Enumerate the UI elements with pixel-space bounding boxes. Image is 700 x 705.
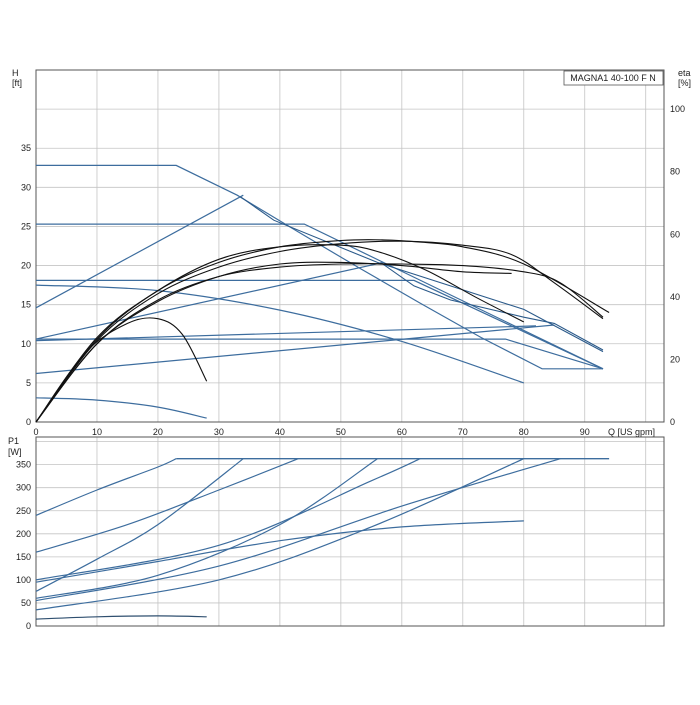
y2-axis-unit-pct: [%]: [678, 78, 691, 88]
p1-tick-label: 300: [16, 483, 31, 493]
head-curve: [36, 223, 604, 370]
p1-tick-label: 150: [16, 552, 31, 562]
power-curve: [35, 458, 177, 516]
efficiency-curve: [35, 239, 610, 423]
efficiency-curve: [35, 244, 525, 423]
y-tick-label: 25: [21, 221, 31, 231]
x-axis-label: Q [US gpm]: [608, 427, 655, 437]
power-curve: [35, 615, 207, 620]
y2-tick-label: 40: [670, 292, 680, 302]
x-tick-label: 20: [153, 427, 163, 437]
x-tick-label: 90: [580, 427, 590, 437]
head-curve: [36, 338, 604, 370]
efficiency-curve: [35, 317, 208, 423]
head-curve: [36, 279, 604, 370]
x-tick-label: 0: [33, 427, 38, 437]
y-tick-label: 5: [26, 378, 31, 388]
eta-line: [35, 325, 537, 342]
eta-cusp-line: [380, 261, 604, 351]
y-tick-label: 30: [21, 182, 31, 192]
efficiency-curve: [35, 240, 604, 423]
p1-axis-label: P1: [8, 436, 19, 446]
p1-tick-label: 200: [16, 529, 31, 539]
p1-tick-label: 100: [16, 575, 31, 585]
p1-tick-label: 250: [16, 506, 31, 516]
y2-tick-label: 100: [670, 104, 685, 114]
y2-axis-label-eta: eta: [678, 68, 691, 78]
efficiency-curve: [35, 261, 512, 423]
title-box: [563, 70, 664, 86]
power-curve: [35, 458, 378, 599]
y2-tick-label: 20: [670, 354, 680, 364]
y-tick-label: 20: [21, 261, 31, 271]
x-tick-label: 50: [336, 427, 346, 437]
eta-line: [35, 194, 244, 309]
efficiency-curve: [35, 263, 604, 423]
x-tick-label: 80: [519, 427, 529, 437]
eta-cusp-line: [239, 196, 604, 353]
power-curve: [35, 458, 421, 581]
power-curve: [35, 458, 299, 553]
y-tick-label: 15: [21, 300, 31, 310]
power-curve: [35, 520, 524, 583]
y-axis-label-h: H: [12, 68, 19, 78]
y2-tick-label: 60: [670, 229, 680, 239]
x-tick-label: 30: [214, 427, 224, 437]
y-tick-label: 35: [21, 143, 31, 153]
x-tick-label: 40: [275, 427, 285, 437]
chart-title: MAGNA1 40-100 F N: [570, 73, 656, 83]
y-tick-label: 10: [21, 339, 31, 349]
y2-tick-label: 80: [670, 167, 680, 177]
eta-line: [35, 261, 384, 340]
plot-frame-top: [35, 69, 665, 423]
p1-axis-unit: [W]: [8, 447, 22, 457]
eta-line: [35, 324, 555, 375]
x-tick-label: 60: [397, 427, 407, 437]
x-tick-label: 10: [92, 427, 102, 437]
p1-tick-label: 50: [21, 598, 31, 608]
x-tick-label: 70: [458, 427, 468, 437]
plot-frame-bottom: [35, 436, 665, 627]
y2-tick-label: 0: [670, 417, 675, 427]
p1-tick-label: 0: [26, 621, 31, 631]
p1-tick-label: 350: [16, 460, 31, 470]
y-tick-label: 0: [26, 417, 31, 427]
y-axis-unit-ft: [ft]: [12, 78, 22, 88]
head-curve: [35, 284, 524, 384]
power-curve: [35, 458, 244, 592]
power-curve: [35, 458, 561, 602]
head-curve: [35, 397, 207, 419]
